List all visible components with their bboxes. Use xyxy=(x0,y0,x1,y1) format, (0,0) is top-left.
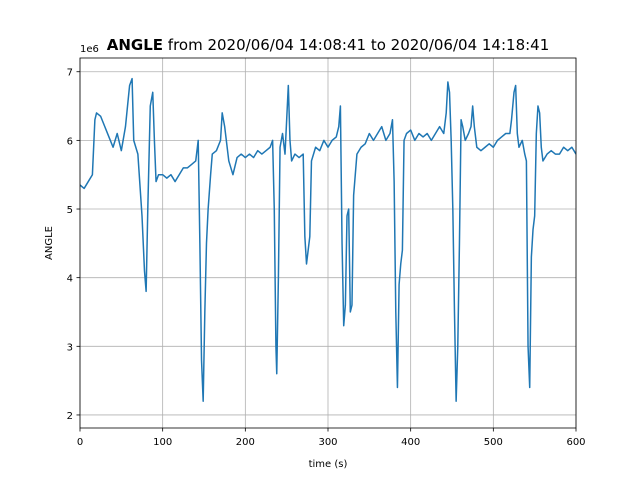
y-offset-label: 1e6 xyxy=(80,44,99,55)
y-tick-label: 6 xyxy=(67,136,73,147)
x-tick-label: 100 xyxy=(153,437,172,448)
x-tick-label: 500 xyxy=(484,437,503,448)
y-tick-label: 7 xyxy=(67,68,73,79)
plot-area xyxy=(80,77,576,402)
y-tick-label: 2 xyxy=(67,411,73,422)
y-tick-label: 4 xyxy=(67,274,73,285)
y-tick-label: 3 xyxy=(67,342,73,353)
chart-title: ANGLE from 2020/06/04 14:08:41 to 2020/0… xyxy=(107,36,550,54)
data-line xyxy=(80,77,576,402)
x-tick-label: 0 xyxy=(77,437,83,448)
x-tick-label: 300 xyxy=(318,437,337,448)
title-bold: ANGLE xyxy=(107,36,163,54)
grid xyxy=(79,58,577,428)
ticks: 0 100 200 300 400 500 600 2 3 4 5 6 7 xyxy=(67,68,586,448)
x-tick-label: 200 xyxy=(236,437,255,448)
x-tick-label: 400 xyxy=(401,437,420,448)
title-rest: from 2020/06/04 14:08:41 to 2020/06/04 1… xyxy=(168,36,549,54)
y-tick-label: 5 xyxy=(67,205,73,216)
y-axis-label: ANGLE xyxy=(44,226,55,260)
x-tick-label: 600 xyxy=(566,437,585,448)
x-axis-label: time (s) xyxy=(309,459,348,470)
